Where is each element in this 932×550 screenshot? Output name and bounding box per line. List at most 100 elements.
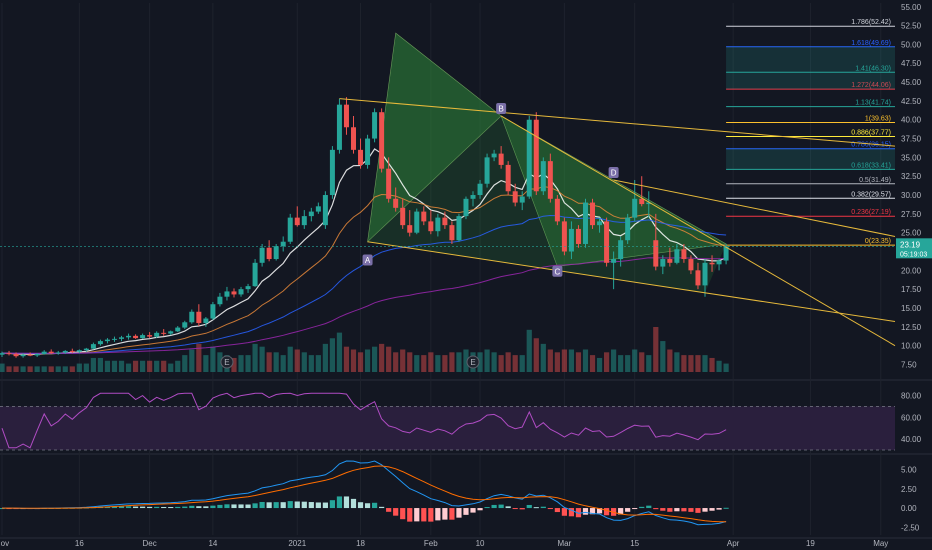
volume-bar xyxy=(118,360,125,372)
macd-histogram-bar xyxy=(491,504,497,509)
volume-bar xyxy=(547,349,553,372)
macd-histogram-bar xyxy=(632,508,638,510)
candle-body xyxy=(695,270,701,286)
macd-histogram-bar xyxy=(111,506,118,509)
volume-bar xyxy=(519,355,525,372)
earnings-marker-icon xyxy=(466,355,480,369)
candle-body xyxy=(435,217,441,232)
volume-bar xyxy=(13,366,19,372)
macd-histogram-bar xyxy=(449,508,455,520)
macd-histogram-bar xyxy=(660,508,666,511)
candle-body xyxy=(133,335,139,339)
earnings-marker-icon xyxy=(220,355,234,369)
cd-trendline xyxy=(613,179,896,237)
candle-body xyxy=(217,296,223,305)
volume-bar xyxy=(449,352,455,372)
macd-histogram-bar xyxy=(688,508,694,512)
volume-bar xyxy=(266,352,272,372)
candle-body xyxy=(301,216,307,226)
volume-bar xyxy=(660,341,666,372)
macd-histogram-bar xyxy=(132,506,139,509)
volume-bar xyxy=(575,352,582,372)
candle-body xyxy=(653,240,659,267)
price-tick-label: 55.00 xyxy=(901,3,922,12)
trendlines[interactable] xyxy=(339,98,896,347)
macd-histogram-bar xyxy=(435,508,441,521)
time-tick-label: Feb xyxy=(424,539,438,548)
candle-body xyxy=(519,196,525,203)
candle-body xyxy=(111,338,117,340)
time-axis[interactable]: Nov 16 Dec 14 2021 18 Feb 10 Mar 15 Apr 19 May xyxy=(0,539,888,548)
candle-body xyxy=(119,337,125,339)
volume-bar xyxy=(175,360,181,372)
price-tick-label: 27.50 xyxy=(901,210,922,219)
volume-bar xyxy=(625,355,631,372)
rsi-line xyxy=(1,392,727,449)
candle-body xyxy=(287,217,293,242)
volume-bar xyxy=(723,363,729,372)
price-tick-label: 15.00 xyxy=(901,304,922,313)
volume-bar xyxy=(512,355,518,372)
volume-bar xyxy=(104,360,111,372)
candle-body xyxy=(203,318,209,324)
candle-body xyxy=(561,221,567,252)
macd-histogram-bar xyxy=(210,505,216,509)
macd-histogram-bar xyxy=(308,502,314,509)
volume-bar xyxy=(252,343,258,372)
candle-body xyxy=(590,202,596,226)
candle-body xyxy=(491,153,497,158)
volume-bar xyxy=(196,343,202,372)
candle-body xyxy=(55,352,61,354)
macd-tick-label: -2.50 xyxy=(901,523,920,532)
candle-body xyxy=(660,259,666,267)
volume-bar xyxy=(498,355,504,372)
time-tick-label: Nov xyxy=(0,539,9,548)
macd-histogram-bar xyxy=(533,507,539,509)
macd-histogram-bar xyxy=(702,508,708,512)
volume-bar xyxy=(20,366,26,372)
candle-body xyxy=(463,198,469,217)
volume-bar xyxy=(357,352,364,372)
macd-histogram-bar xyxy=(252,503,258,509)
volume-bar xyxy=(491,352,497,372)
candle-body xyxy=(709,262,715,265)
volume-bar xyxy=(210,346,216,372)
macd-histogram-bar xyxy=(400,508,406,520)
candle-body xyxy=(442,217,448,226)
macd-histogram-bar xyxy=(147,506,153,509)
volume-bar xyxy=(125,363,132,372)
fib-level-label: 0.236(27.19) xyxy=(851,209,891,216)
candle-body xyxy=(196,311,202,324)
candlesticks[interactable] xyxy=(0,97,729,358)
volume-bar xyxy=(674,352,680,372)
volume-bar xyxy=(561,349,567,372)
macd-histogram-bar xyxy=(526,504,532,509)
volume-bar xyxy=(371,346,378,372)
volume-bar xyxy=(280,355,286,372)
candle-body xyxy=(379,112,385,169)
volume-bars xyxy=(0,327,729,372)
candle-body xyxy=(568,228,574,252)
macd-histogram-bar xyxy=(203,506,209,509)
volume-bar xyxy=(716,360,722,372)
rsi-tick-label: 80.00 xyxy=(901,391,922,400)
macd-histogram-bar xyxy=(175,506,181,509)
volume-bar xyxy=(463,349,469,372)
volume-bar xyxy=(618,355,624,372)
time-tick-label: Dec xyxy=(143,539,157,548)
macd-histogram-bar xyxy=(238,504,244,509)
volume-bar xyxy=(132,360,139,372)
pattern-point-badge xyxy=(496,102,507,114)
price-axis[interactable]: 55.00 52.50 50.00 47.50 45.00 42.50 40.00 37.50… xyxy=(0,3,932,370)
candle-body xyxy=(597,221,603,226)
macd-histogram-bar xyxy=(575,508,582,518)
fib-level-label: 0.382(29.57) xyxy=(851,191,891,198)
volume-bar xyxy=(147,360,153,372)
candle-body xyxy=(512,191,518,203)
macd-histogram-bar xyxy=(709,508,715,511)
macd-histogram-bar xyxy=(540,506,546,509)
time-tick-label: May xyxy=(873,539,888,548)
macd-histogram-bar xyxy=(196,506,202,509)
volume-bar xyxy=(287,346,293,372)
